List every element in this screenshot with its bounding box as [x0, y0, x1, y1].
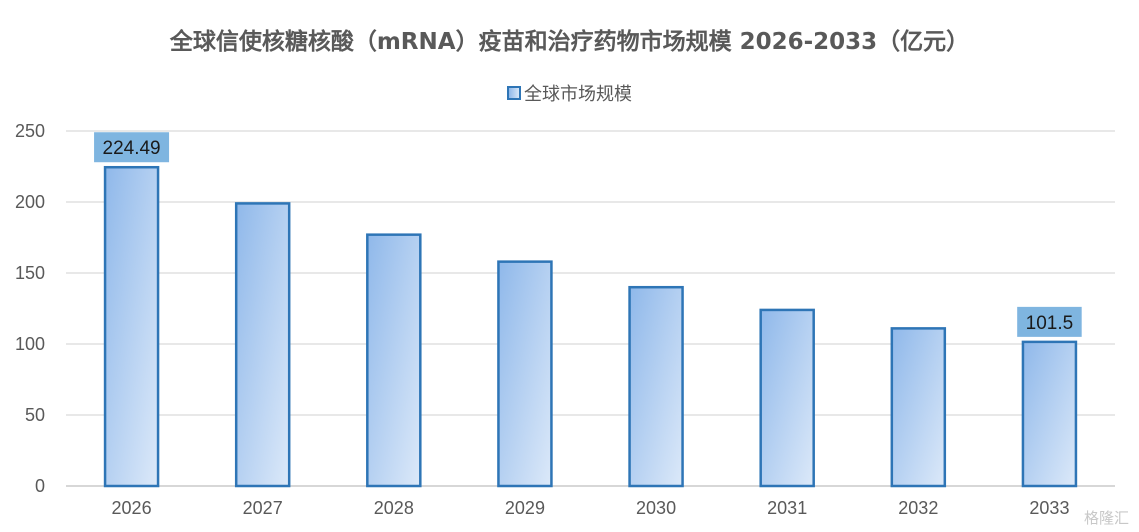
y-tick-label: 50: [25, 405, 45, 425]
y-tick-label: 100: [15, 334, 45, 354]
bar: [890, 327, 947, 488]
bar: [234, 202, 291, 488]
x-tick-label: 2030: [636, 498, 676, 518]
x-tick-label: 2026: [112, 498, 152, 518]
bar: [366, 233, 422, 488]
x-tick-label: 2031: [767, 498, 807, 518]
legend: 全球市场规模: [0, 80, 1139, 106]
bar: [628, 285, 684, 488]
data-label: 101.5: [1026, 313, 1074, 334]
y-tick-label: 150: [15, 263, 45, 283]
data-label-box: [94, 132, 170, 163]
legend-swatch: [507, 86, 521, 100]
x-tick-label: 2029: [505, 498, 545, 518]
bar: [497, 260, 553, 488]
y-tick-label: 200: [15, 192, 45, 212]
x-tick-label: 2027: [243, 498, 283, 518]
x-tick-label: 2033: [1029, 498, 1069, 518]
bar: [103, 165, 160, 488]
y-tick-label: 0: [35, 476, 45, 496]
data-label-box: [1017, 306, 1082, 337]
y-tick-label: 250: [15, 121, 45, 141]
data-label: 224.49: [103, 138, 161, 159]
bar: [759, 308, 815, 488]
chart-title: 全球信使核糖核酸（mRNA）疫苗和治疗药物市场规模 2026-2033（亿元）: [169, 29, 970, 55]
bar: [1021, 340, 1078, 488]
legend-label: 全球市场规模: [524, 84, 632, 105]
watermark: 格隆汇: [1083, 509, 1129, 527]
x-tick-label: 2028: [374, 498, 414, 518]
x-tick-label: 2032: [898, 498, 938, 518]
